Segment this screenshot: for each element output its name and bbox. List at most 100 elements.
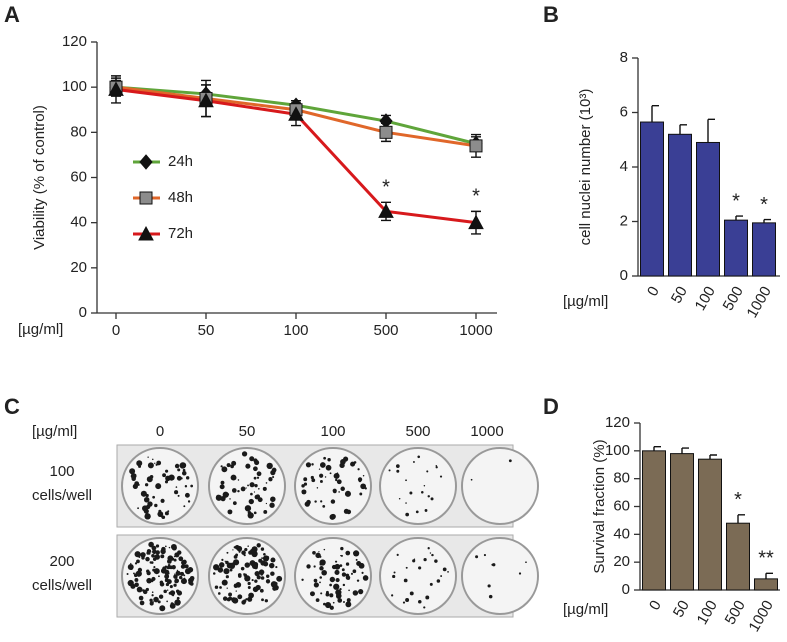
colony <box>145 556 150 562</box>
colony <box>184 485 188 488</box>
colony <box>225 575 229 579</box>
y-tick-label: 8 <box>620 49 628 66</box>
colony <box>229 498 231 500</box>
colony <box>173 558 177 562</box>
colony <box>263 555 270 562</box>
colony <box>144 513 151 520</box>
colony <box>166 589 169 591</box>
colony <box>241 451 248 457</box>
marker <box>198 92 214 108</box>
colony <box>169 558 172 561</box>
colony <box>253 476 257 480</box>
colony <box>405 502 407 504</box>
colony <box>427 495 430 498</box>
well <box>379 537 457 615</box>
colony <box>352 590 359 596</box>
colony <box>269 502 275 508</box>
colony <box>231 460 237 466</box>
colony <box>155 463 158 466</box>
x-tick-label: 100 <box>283 322 308 339</box>
x-tick-label: 0 <box>112 322 120 339</box>
column-label: 100 <box>320 423 345 440</box>
colony <box>475 555 479 559</box>
colony <box>152 495 156 499</box>
colony <box>318 551 320 553</box>
colony <box>391 594 394 597</box>
colony <box>226 463 231 468</box>
colony <box>168 580 170 582</box>
colony <box>256 575 261 580</box>
colony <box>318 468 321 470</box>
colony <box>144 483 149 487</box>
colony <box>219 586 222 589</box>
x-tick-label: 500 <box>720 283 747 313</box>
y-tick-label: 120 <box>605 414 630 431</box>
colony <box>423 557 427 562</box>
colony <box>262 557 265 560</box>
colony <box>221 466 228 473</box>
row-label: cells/well <box>32 577 92 594</box>
colony <box>361 571 364 574</box>
colony <box>169 602 176 609</box>
colony <box>340 554 342 557</box>
colony <box>177 468 181 472</box>
colony <box>247 512 254 519</box>
colony <box>260 576 265 580</box>
bar <box>670 453 694 591</box>
colony <box>442 567 447 572</box>
colony <box>145 493 149 498</box>
legend-label: 72h <box>168 225 193 242</box>
error-bar <box>651 104 659 123</box>
colony <box>329 576 336 583</box>
colony <box>323 456 326 460</box>
colony <box>332 601 335 604</box>
x-label: [µg/ml] <box>563 601 608 618</box>
marker <box>288 106 304 121</box>
colony <box>353 550 360 557</box>
x-tick-label: 1000 <box>745 597 776 634</box>
colony <box>342 583 346 587</box>
colony <box>269 562 275 569</box>
colony <box>235 590 237 592</box>
colony <box>157 511 164 518</box>
colony <box>160 548 166 555</box>
colony <box>228 592 232 597</box>
y-tick-label: 6 <box>620 103 628 120</box>
y-label: Survival fraction (%) <box>591 439 608 573</box>
y-tick-label: 2 <box>620 212 628 229</box>
colony <box>164 574 169 579</box>
colony <box>264 599 268 603</box>
colony <box>301 489 307 495</box>
x-tick-label: 100 <box>694 597 721 627</box>
colony <box>235 545 237 548</box>
colony <box>396 469 400 473</box>
x-tick-label: 50 <box>668 283 691 306</box>
colony <box>415 510 419 514</box>
colony <box>165 573 168 576</box>
column-label: 500 <box>405 423 430 440</box>
colony <box>313 582 319 588</box>
row-label: cells/well <box>32 487 92 504</box>
colony <box>360 483 367 490</box>
colony <box>350 572 354 575</box>
colony <box>237 479 240 481</box>
colony <box>254 565 258 570</box>
colony <box>251 546 258 553</box>
colony <box>256 471 262 477</box>
colony <box>178 556 184 562</box>
error-bar <box>709 454 717 460</box>
colony <box>184 492 190 498</box>
colony <box>343 601 345 603</box>
x-label: [µg/ml] <box>18 321 63 338</box>
colony <box>346 509 352 515</box>
colony <box>237 574 242 578</box>
colony <box>335 478 338 482</box>
colony <box>221 558 224 561</box>
colony <box>398 497 401 500</box>
colony <box>262 486 267 491</box>
colony <box>180 564 186 569</box>
error-bar <box>653 445 661 451</box>
colony <box>424 509 428 512</box>
annotation: * <box>382 177 390 199</box>
colony <box>265 579 271 584</box>
